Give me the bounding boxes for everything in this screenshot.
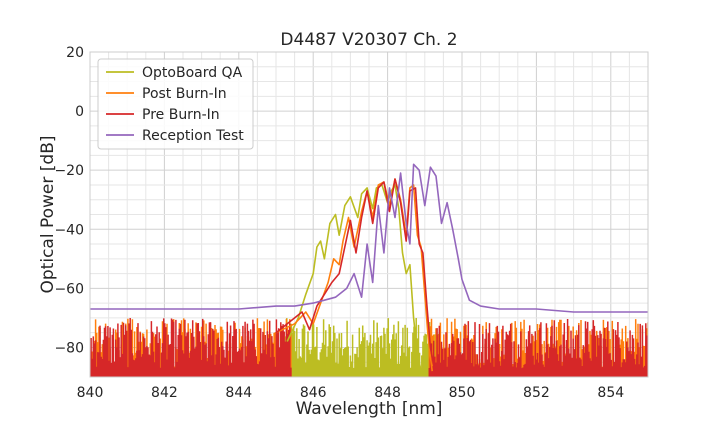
x-tick-label: 846 (300, 385, 327, 401)
tick-labels: 840 842 844 846 848 850 852 854 −80 −60 −40 −20 0 20 (54, 45, 624, 401)
noise-floor-layer (90, 318, 648, 377)
legend-label: Reception Test (142, 128, 244, 144)
series-line-0 (286, 184, 426, 377)
noise-floor-2 (90, 318, 648, 377)
y-tick-label: 20 (66, 45, 84, 61)
legend-label: Post Burn-In (142, 86, 227, 102)
legend: OptoBoard QA Post Burn-In Pre Burn-In Recep… (97, 58, 254, 150)
y-tick-label: 0 (75, 104, 84, 120)
x-tick-label: 852 (523, 385, 550, 401)
legend-label: Pre Burn-In (142, 107, 220, 123)
legend-box (97, 58, 254, 150)
series-layer (90, 163, 648, 377)
y-tick-label: −60 (54, 281, 84, 297)
x-axis-label: Wavelength [nm] (296, 399, 443, 419)
legend-label: OptoBoard QA (142, 65, 243, 81)
x-tick-label: 842 (151, 385, 178, 401)
y-tick-label: −40 (54, 222, 84, 238)
x-tick-label: 844 (225, 385, 252, 401)
y-tick-label: −20 (54, 163, 84, 179)
y-tick-label: −80 (54, 340, 84, 356)
x-tick-label: 854 (597, 385, 624, 401)
x-tick-label: 848 (374, 385, 401, 401)
plot-frame (89, 51, 649, 378)
series-line-3 (90, 163, 648, 313)
x-tick-label: 840 (77, 385, 104, 401)
chart-title: D4487 V20307 Ch. 2 (280, 30, 457, 50)
y-axis-label: Optical Power [dB] (38, 136, 58, 294)
x-tick-label: 850 (449, 385, 476, 401)
